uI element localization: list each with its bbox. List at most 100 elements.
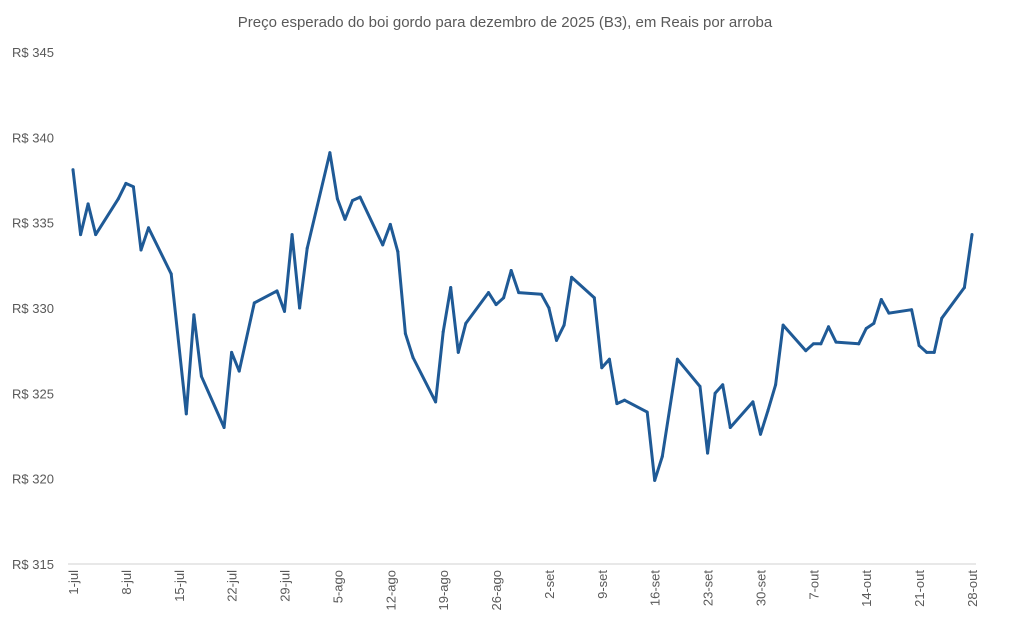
data-point	[600, 366, 604, 370]
data-point	[388, 222, 392, 226]
data-point	[139, 248, 143, 252]
data-point	[804, 349, 808, 353]
data-point	[449, 286, 453, 290]
data-point	[554, 338, 558, 342]
data-point	[653, 478, 657, 482]
y-tick-label: R$ 325	[12, 386, 54, 401]
data-point	[494, 303, 498, 307]
data-point	[403, 332, 407, 336]
data-point	[502, 296, 506, 300]
data-point	[381, 243, 385, 247]
x-tick-label: 8-jul	[119, 570, 134, 595]
data-point	[713, 391, 717, 395]
data-point	[539, 292, 543, 296]
data-point	[872, 321, 876, 325]
series-group	[71, 151, 974, 482]
data-point	[592, 296, 596, 300]
data-point	[570, 275, 574, 279]
x-tick-label: 23-set	[701, 570, 716, 607]
data-point	[298, 306, 302, 310]
y-tick-label: R$ 320	[12, 472, 54, 487]
data-point	[237, 369, 241, 373]
data-point	[86, 202, 90, 206]
x-tick-label: 1-jul	[66, 570, 81, 595]
data-point	[728, 425, 732, 429]
x-tick-label: 26-ago	[489, 570, 504, 610]
x-tick-label: 29-jul	[278, 570, 293, 602]
data-point	[834, 340, 838, 344]
x-tick-label: 19-ago	[436, 570, 451, 610]
data-point	[721, 383, 725, 387]
x-tick-label: 12-ago	[383, 570, 398, 610]
data-point	[358, 195, 362, 199]
data-point	[184, 412, 188, 416]
data-point	[343, 217, 347, 221]
data-point	[116, 197, 120, 201]
data-point	[434, 400, 438, 404]
data-point	[819, 342, 823, 346]
data-point	[970, 233, 974, 237]
data-point	[607, 357, 611, 361]
data-point	[887, 311, 891, 315]
data-point	[124, 181, 128, 185]
data-point	[857, 342, 861, 346]
data-point	[487, 291, 491, 295]
x-tick-label: 28-out	[965, 570, 980, 607]
data-point	[940, 316, 944, 320]
data-point	[71, 168, 75, 172]
data-point	[615, 402, 619, 406]
data-point	[305, 246, 309, 250]
x-tick-label: 16-set	[648, 570, 663, 607]
data-point	[252, 301, 256, 305]
price-line	[71, 151, 974, 482]
data-point	[509, 268, 513, 272]
y-axis: R$ 345 R$ 340 R$ 335 R$ 330 R$ 325 R$ 320 R$ 3…	[12, 45, 54, 572]
data-point	[230, 350, 234, 354]
x-tick-label: 5-ago	[330, 570, 345, 603]
x-tick-label: 14-out	[859, 570, 874, 607]
data-point	[781, 323, 785, 327]
data-point	[456, 350, 460, 354]
data-point	[192, 313, 196, 317]
data-point	[925, 350, 929, 354]
data-point	[751, 400, 755, 404]
data-point	[622, 398, 626, 402]
data-point	[811, 342, 815, 346]
y-tick-label: R$ 335	[12, 216, 54, 231]
data-point	[645, 410, 649, 414]
data-point	[562, 323, 566, 327]
x-tick-label: 7-out	[806, 570, 821, 600]
data-point	[147, 226, 151, 230]
data-point	[910, 308, 914, 312]
y-tick-label: R$ 330	[12, 301, 54, 316]
data-point	[864, 326, 868, 330]
data-point	[290, 233, 294, 237]
data-point	[879, 297, 883, 301]
x-tick-label: 2-set	[542, 570, 557, 599]
x-tick-label: 30-set	[753, 570, 768, 607]
x-tick-label: 15-jul	[172, 570, 187, 602]
chart-title: Preço esperado do boi gordo para dezembr…	[238, 14, 773, 31]
data-point	[411, 355, 415, 359]
data-point	[826, 325, 830, 329]
data-point	[328, 151, 332, 155]
data-point	[441, 330, 445, 334]
data-point	[396, 250, 400, 254]
data-point	[335, 197, 339, 201]
data-point	[766, 408, 770, 412]
data-point	[517, 291, 521, 295]
data-point	[169, 272, 173, 276]
data-point	[547, 306, 551, 310]
data-point	[94, 233, 98, 237]
data-point	[79, 233, 83, 237]
data-point	[660, 454, 664, 458]
y-tick-label: R$ 315	[12, 557, 54, 572]
data-point	[758, 432, 762, 436]
data-point	[675, 357, 679, 361]
y-tick-label: R$ 340	[12, 130, 54, 145]
data-point	[275, 289, 279, 293]
data-point	[774, 383, 778, 387]
x-axis: 1-jul 8-jul 15-jul 22-jul 29-jul 5-ago 12-ago 1…	[66, 570, 980, 611]
x-tick-label: 9-set	[595, 570, 610, 599]
